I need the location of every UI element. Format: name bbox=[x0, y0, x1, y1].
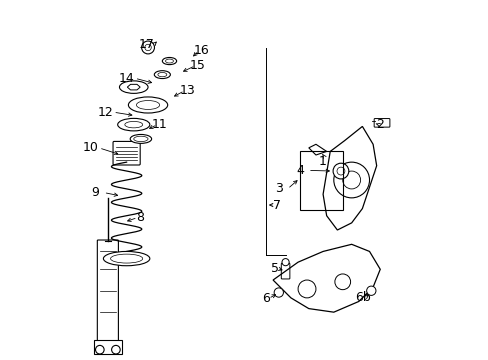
Ellipse shape bbox=[103, 251, 149, 266]
Circle shape bbox=[282, 258, 288, 266]
Circle shape bbox=[334, 274, 350, 290]
Ellipse shape bbox=[128, 97, 167, 113]
Circle shape bbox=[111, 345, 120, 354]
Text: 8: 8 bbox=[136, 211, 143, 224]
Circle shape bbox=[298, 280, 315, 298]
Bar bbox=[94, 340, 122, 354]
Circle shape bbox=[333, 162, 369, 198]
Text: 17: 17 bbox=[138, 39, 154, 51]
Text: 6: 6 bbox=[262, 292, 270, 305]
Ellipse shape bbox=[154, 71, 170, 78]
Ellipse shape bbox=[162, 58, 176, 64]
FancyBboxPatch shape bbox=[113, 141, 140, 165]
FancyBboxPatch shape bbox=[97, 240, 118, 342]
Circle shape bbox=[336, 167, 344, 175]
Ellipse shape bbox=[158, 72, 166, 77]
Text: 3: 3 bbox=[275, 183, 283, 195]
Text: 9: 9 bbox=[91, 186, 99, 199]
Circle shape bbox=[274, 288, 283, 297]
Circle shape bbox=[95, 345, 104, 354]
Text: 12: 12 bbox=[97, 105, 113, 119]
Ellipse shape bbox=[134, 136, 148, 141]
Ellipse shape bbox=[136, 100, 160, 109]
Circle shape bbox=[142, 41, 154, 54]
FancyBboxPatch shape bbox=[373, 118, 389, 127]
Circle shape bbox=[144, 44, 151, 51]
FancyBboxPatch shape bbox=[281, 263, 289, 279]
Text: 11: 11 bbox=[151, 118, 167, 131]
Text: 6b: 6b bbox=[354, 291, 370, 305]
Ellipse shape bbox=[124, 121, 142, 128]
Text: 7: 7 bbox=[273, 198, 281, 212]
Text: 5: 5 bbox=[270, 262, 278, 275]
Text: 4: 4 bbox=[295, 164, 303, 177]
Text: 13: 13 bbox=[179, 84, 195, 97]
Ellipse shape bbox=[119, 81, 148, 93]
Ellipse shape bbox=[130, 134, 151, 143]
Text: 2: 2 bbox=[376, 118, 384, 131]
Text: 15: 15 bbox=[190, 59, 205, 72]
Ellipse shape bbox=[165, 59, 173, 63]
Text: 14: 14 bbox=[119, 72, 134, 85]
Ellipse shape bbox=[118, 118, 149, 131]
Circle shape bbox=[366, 286, 375, 296]
Ellipse shape bbox=[110, 254, 142, 263]
Text: 10: 10 bbox=[83, 141, 99, 154]
Circle shape bbox=[332, 163, 348, 179]
Bar bbox=[299, 152, 342, 210]
Text: 1: 1 bbox=[318, 154, 325, 167]
Circle shape bbox=[342, 171, 360, 189]
Text: 16: 16 bbox=[193, 44, 209, 57]
